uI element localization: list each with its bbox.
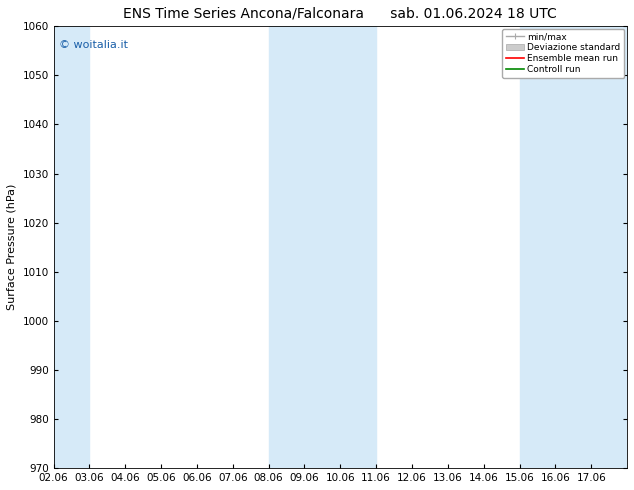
Bar [519, 26, 627, 468]
Title: ENS Time Series Ancona/Falconara      sab. 01.06.2024 18 UTC: ENS Time Series Ancona/Falconara sab. 01… [124, 7, 557, 21]
Bar [269, 26, 376, 468]
Legend: min/max, Deviazione standard, Ensemble mean run, Controll run: min/max, Deviazione standard, Ensemble m… [502, 29, 624, 77]
Text: © woitalia.it: © woitalia.it [60, 40, 128, 49]
Bar [54, 26, 89, 468]
Y-axis label: Surface Pressure (hPa): Surface Pressure (hPa) [7, 184, 17, 311]
